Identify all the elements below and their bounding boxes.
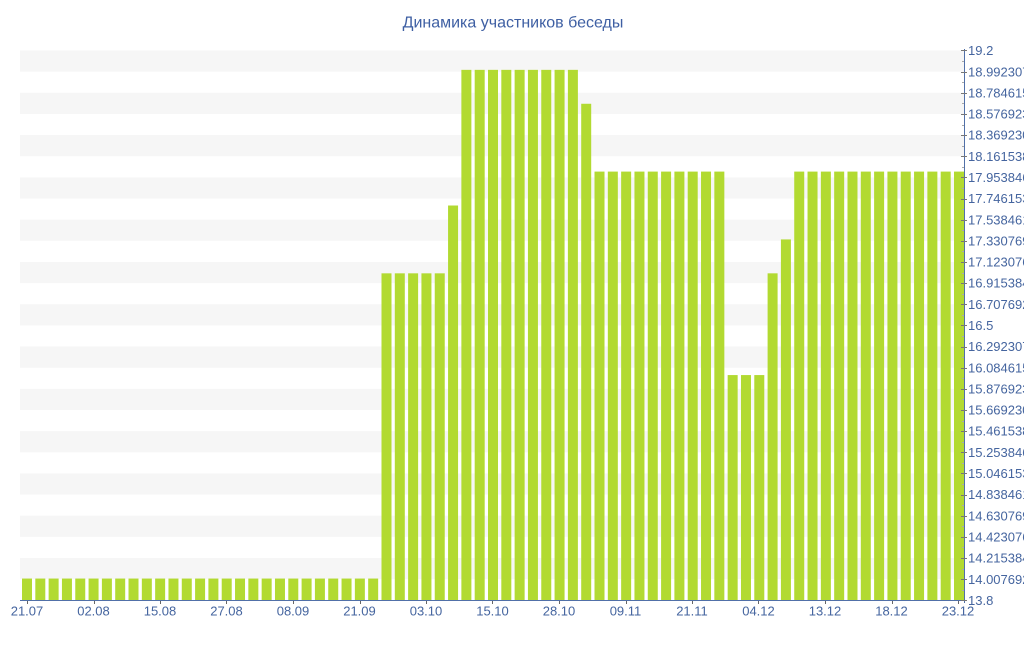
svg-text:04.12: 04.12 — [742, 604, 775, 619]
svg-text:15.046153846153846: 15.046153846153846 — [968, 466, 1024, 481]
svg-text:21.07: 21.07 — [11, 604, 44, 619]
svg-text:17.538461538461537: 17.538461538461537 — [968, 212, 1024, 227]
svg-text:16.915384615384614: 16.915384615384614 — [968, 276, 1024, 291]
svg-text:09.11: 09.11 — [610, 604, 642, 619]
svg-text:08.09: 08.09 — [277, 604, 310, 619]
svg-text:18.576923076923077: 18.576923076923077 — [968, 107, 1024, 122]
svg-text:15.08: 15.08 — [144, 604, 177, 619]
svg-text:16.084615384615383: 16.084615384615383 — [968, 360, 1024, 375]
svg-text:27.08: 27.08 — [210, 604, 243, 619]
svg-text:13.8: 13.8 — [968, 593, 993, 608]
svg-text:14.215384615384615: 14.215384615384615 — [968, 551, 1024, 566]
svg-text:18.12: 18.12 — [875, 604, 908, 619]
svg-text:14.423076923076923: 14.423076923076923 — [968, 529, 1024, 544]
svg-text:16.707692307692305: 16.707692307692305 — [968, 297, 1024, 312]
svg-text:14.630769230769229: 14.630769230769229 — [968, 508, 1024, 523]
svg-text:18.784615384615385: 18.784615384615385 — [968, 85, 1024, 100]
svg-text:15.876923076923076: 15.876923076923076 — [968, 381, 1024, 396]
svg-text:23.12: 23.12 — [942, 604, 975, 619]
svg-text:13.12: 13.12 — [809, 604, 842, 619]
svg-text:18.369230769230768: 18.369230769230768 — [968, 128, 1024, 143]
svg-text:14.838461538461537: 14.838461538461537 — [968, 487, 1024, 502]
svg-text:15.253846153846153: 15.253846153846153 — [968, 445, 1024, 460]
svg-text:19.2: 19.2 — [968, 43, 993, 58]
svg-text:17.33076923076923: 17.33076923076923 — [968, 233, 1024, 248]
svg-text:21.11: 21.11 — [676, 604, 708, 619]
svg-text:17.953846153846154: 17.953846153846154 — [968, 170, 1024, 185]
svg-text:02.08: 02.08 — [77, 604, 110, 619]
svg-text:Динамика участников беседы: Динамика участников беседы — [403, 15, 624, 32]
svg-text:16.29230769230769: 16.29230769230769 — [968, 339, 1024, 354]
svg-text:17.123076923076923: 17.123076923076923 — [968, 255, 1024, 270]
svg-text:14.007692307692306: 14.007692307692306 — [968, 572, 1024, 587]
svg-text:21.09: 21.09 — [343, 604, 376, 619]
svg-text:03.10: 03.10 — [410, 604, 443, 619]
svg-text:15.669230769230769: 15.669230769230769 — [968, 403, 1024, 418]
svg-text:28.10: 28.10 — [543, 604, 576, 619]
svg-text:15.46153846153846: 15.46153846153846 — [968, 424, 1024, 439]
svg-text:15.10: 15.10 — [476, 604, 509, 619]
svg-text:18.16153846153846: 18.16153846153846 — [968, 149, 1024, 164]
svg-text:16.5: 16.5 — [968, 318, 993, 333]
svg-text:17.746153846153845: 17.746153846153845 — [968, 191, 1024, 206]
svg-text:18.99230769230769: 18.99230769230769 — [968, 64, 1024, 79]
